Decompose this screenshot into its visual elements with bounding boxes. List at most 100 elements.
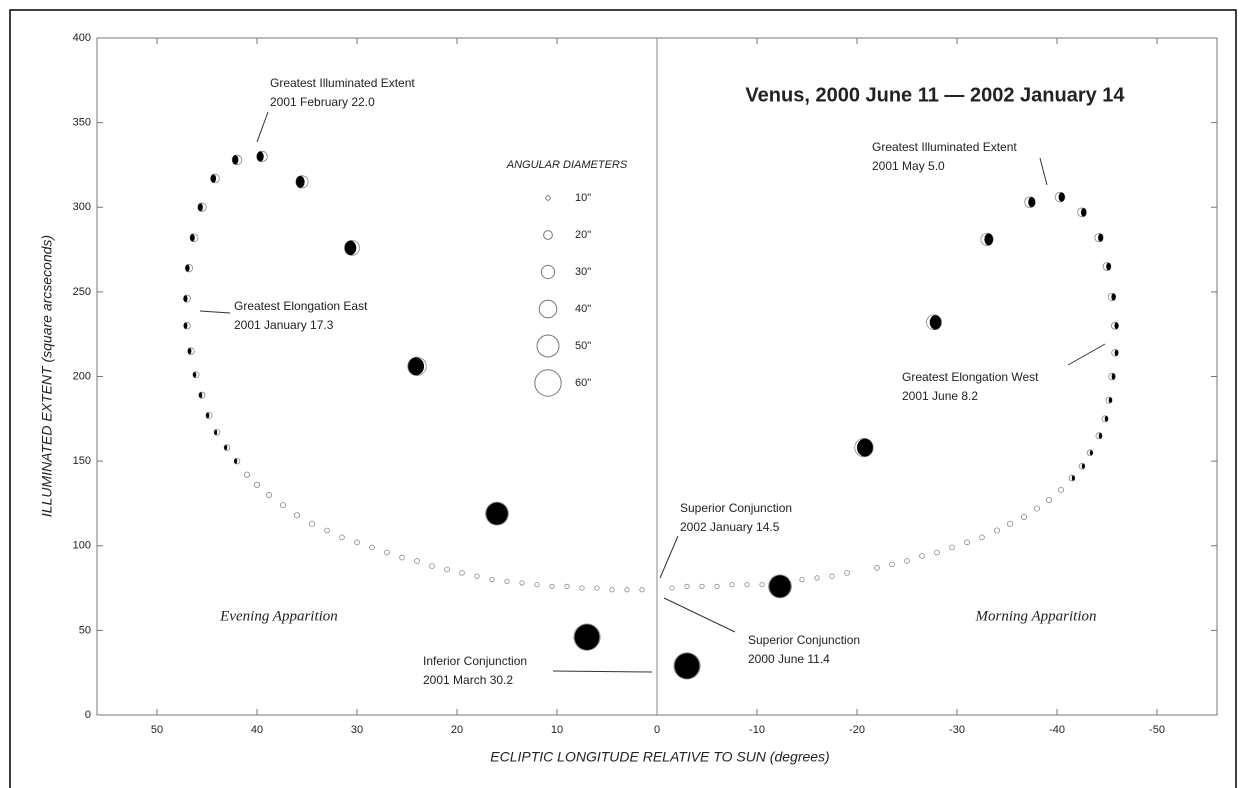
annotation-label: Greatest Illuminated Extent	[270, 76, 415, 90]
venus-disk	[905, 559, 910, 564]
venus-dark-side	[1111, 293, 1115, 300]
annotation-date: 2001 March 30.2	[423, 673, 513, 687]
size-legend-label: 50"	[575, 340, 591, 352]
venus-disk	[1021, 514, 1026, 519]
annotation-label: Superior Conjunction	[748, 633, 860, 647]
venus-disk	[294, 513, 299, 518]
venus-dark-side	[574, 624, 599, 650]
venus-disk	[920, 553, 925, 558]
venus-disk	[490, 577, 494, 581]
venus-disk	[280, 502, 285, 507]
size-legend-circle	[546, 196, 550, 200]
chart-title: Venus, 2000 June 11 — 2002 January 14	[745, 84, 1125, 106]
annotation-leader	[664, 598, 735, 632]
venus-dark-side	[188, 348, 192, 354]
venus-dark-side	[1105, 416, 1108, 422]
venus-disk	[890, 562, 895, 567]
venus-dark-side	[206, 412, 209, 418]
x-tick-label: 30	[351, 724, 363, 736]
y-tick-label: 300	[73, 201, 91, 213]
annotation-leader	[200, 311, 230, 313]
venus-dark-side	[257, 151, 264, 161]
venus-dark-side	[199, 392, 202, 398]
venus-dark-side	[234, 458, 237, 464]
venus-disk	[565, 584, 569, 588]
venus-disk	[830, 574, 834, 578]
y-tick-label: 400	[73, 32, 91, 44]
x-tick-label: 10	[551, 724, 563, 736]
venus-dark-side	[1106, 263, 1111, 271]
venus-disk	[580, 586, 584, 590]
venus-disk	[730, 582, 734, 586]
size-legend-label: 40"	[575, 303, 591, 315]
y-tick-label: 200	[73, 370, 91, 382]
y-tick-label: 0	[85, 709, 91, 721]
annotation-label: Greatest Elongation East	[234, 299, 368, 313]
annotation-date: 2000 June 11.4	[748, 652, 830, 666]
venus-disk	[340, 535, 345, 540]
venus-dark-side	[769, 575, 791, 597]
size-legend-circle	[539, 300, 557, 318]
annotation-label: Superior Conjunction	[680, 501, 792, 515]
x-tick-label: -40	[1049, 724, 1065, 736]
y-tick-label: 150	[73, 455, 91, 467]
venus-disk	[415, 559, 420, 564]
x-tick-label: -50	[1149, 724, 1165, 736]
venus-disk	[875, 565, 880, 570]
annotation-label: Greatest Illuminated Extent	[872, 140, 1017, 154]
venus-disk	[640, 588, 644, 592]
venus-disk	[950, 545, 955, 550]
venus-dark-side	[1081, 208, 1086, 217]
venus-dark-side	[345, 241, 357, 256]
venus-dark-side	[486, 502, 508, 524]
venus-disk	[1034, 506, 1039, 511]
venus-dark-side	[1098, 234, 1103, 242]
x-tick-label: 20	[451, 724, 463, 736]
x-tick-label: -30	[949, 724, 965, 736]
venus-disk	[625, 588, 629, 592]
x-tick-label: 50	[151, 724, 163, 736]
venus-dark-side	[211, 174, 216, 183]
venus-disk	[1058, 487, 1063, 492]
annotation-leader	[257, 112, 268, 142]
venus-disk	[980, 535, 985, 540]
venus-disk	[266, 492, 271, 497]
venus-disk	[1007, 521, 1012, 526]
annotation-leader	[660, 536, 678, 578]
size-legend-circle	[544, 231, 553, 240]
venus-disk	[475, 574, 479, 578]
venus-disk	[535, 582, 539, 586]
y-tick-label: 100	[73, 540, 91, 552]
venus-dark-side	[190, 234, 195, 242]
venus-dark-side	[674, 653, 699, 679]
venus-disk	[994, 528, 999, 533]
venus-dark-side	[185, 265, 189, 272]
x-tick-label: 0	[654, 724, 660, 736]
venus-disk	[845, 570, 850, 575]
x-tick-label: -10	[749, 724, 765, 736]
size-legend-label: 10"	[575, 192, 591, 204]
venus-disk	[685, 584, 689, 588]
annotation-date: 2002 January 14.5	[680, 520, 780, 534]
venus-disk	[670, 586, 674, 590]
venus-dark-side	[1090, 450, 1093, 456]
venus-disk	[355, 540, 360, 545]
venus-dark-side	[184, 323, 188, 329]
venus-disk	[935, 550, 940, 555]
venus-disk	[745, 582, 749, 586]
venus-dark-side	[1099, 433, 1102, 439]
venus-disk	[815, 576, 819, 580]
y-tick-label: 350	[73, 117, 91, 129]
venus-dark-side	[1028, 197, 1035, 207]
size-legend-circle	[537, 335, 559, 357]
venus-disk	[244, 472, 249, 477]
size-legend-circle	[541, 265, 554, 278]
venus-dark-side	[857, 439, 873, 457]
venus-disk	[460, 570, 465, 575]
venus-dark-side	[224, 445, 227, 451]
size-legend-circle	[535, 370, 561, 396]
venus-dark-side	[1109, 397, 1112, 403]
annotation-date: 2001 June 8.2	[902, 389, 978, 403]
venus-disk	[325, 528, 330, 533]
venus-dark-side	[930, 315, 942, 330]
